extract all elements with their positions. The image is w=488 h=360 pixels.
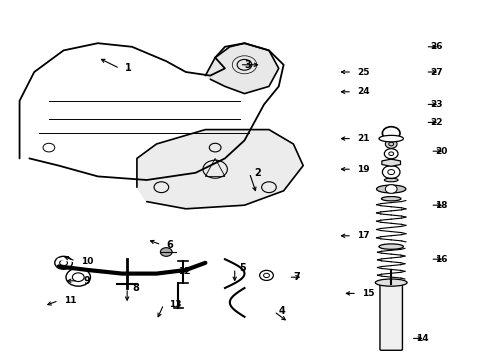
Text: 10: 10	[81, 256, 93, 266]
Ellipse shape	[384, 178, 397, 182]
Text: 22: 22	[429, 118, 442, 127]
Ellipse shape	[376, 185, 405, 193]
Text: 27: 27	[429, 68, 442, 77]
Text: 4: 4	[278, 306, 285, 316]
FancyBboxPatch shape	[379, 283, 402, 350]
Ellipse shape	[378, 135, 403, 142]
Text: 18: 18	[434, 201, 447, 210]
Ellipse shape	[378, 244, 403, 249]
Text: 14: 14	[415, 334, 427, 343]
Text: 15: 15	[361, 289, 374, 298]
Circle shape	[385, 140, 396, 148]
Text: 8: 8	[132, 283, 139, 293]
Ellipse shape	[375, 279, 406, 286]
Text: 6: 6	[166, 240, 173, 250]
Circle shape	[160, 248, 172, 256]
Circle shape	[385, 185, 396, 193]
Polygon shape	[205, 43, 278, 94]
Text: 20: 20	[434, 147, 447, 156]
Text: 7: 7	[293, 272, 300, 282]
Text: 16: 16	[434, 255, 447, 264]
Text: 13: 13	[168, 300, 181, 309]
Text: 23: 23	[429, 100, 442, 109]
Text: 26: 26	[429, 42, 442, 51]
Polygon shape	[381, 159, 400, 166]
Text: 5: 5	[239, 263, 246, 273]
Text: 1: 1	[124, 63, 131, 73]
Text: 12: 12	[178, 267, 191, 276]
Text: 9: 9	[83, 276, 90, 286]
Ellipse shape	[381, 197, 400, 201]
Text: 3: 3	[244, 60, 251, 70]
Polygon shape	[137, 130, 303, 209]
Text: 11: 11	[63, 296, 76, 305]
Text: 25: 25	[356, 68, 369, 77]
Text: 2: 2	[254, 168, 261, 178]
Text: 19: 19	[356, 165, 369, 174]
Text: 21: 21	[356, 134, 369, 143]
Text: 17: 17	[356, 231, 369, 240]
Text: 24: 24	[356, 87, 369, 96]
